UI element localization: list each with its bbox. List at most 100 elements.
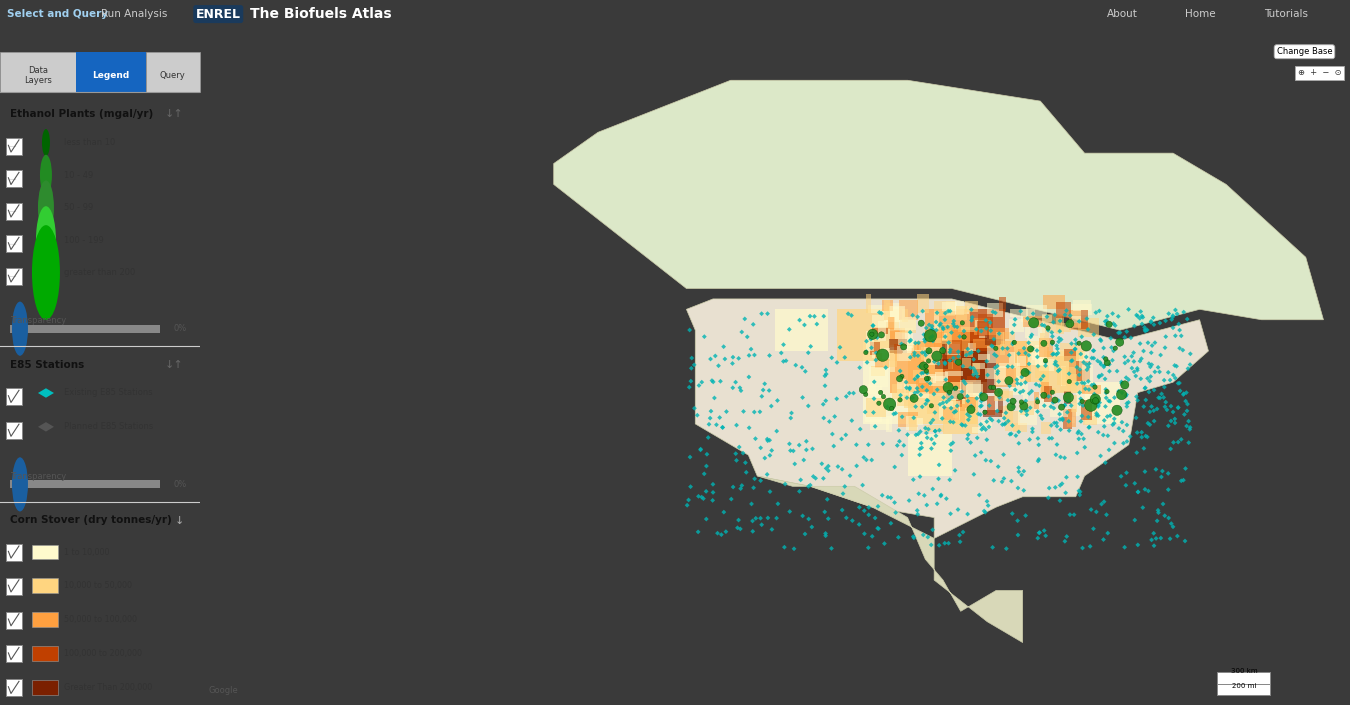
Point xyxy=(879,398,900,410)
Bar xyxy=(946,390,967,398)
Bar xyxy=(918,293,929,313)
Point xyxy=(1102,419,1123,430)
Point xyxy=(1126,412,1147,424)
Point xyxy=(1116,419,1138,431)
Point xyxy=(824,441,845,452)
Point xyxy=(945,382,967,393)
Point xyxy=(964,450,986,461)
Bar xyxy=(32,680,58,695)
Point xyxy=(695,460,717,472)
Point xyxy=(1116,401,1138,412)
Point xyxy=(1066,448,1088,459)
Point xyxy=(702,495,724,506)
Point xyxy=(1177,363,1199,374)
Point xyxy=(891,371,913,382)
Point xyxy=(968,408,990,419)
Point xyxy=(981,341,1003,352)
Point xyxy=(1107,327,1129,338)
Point xyxy=(917,367,938,379)
Bar xyxy=(32,544,58,560)
Point xyxy=(841,515,863,527)
Bar xyxy=(898,396,904,403)
Bar xyxy=(1049,408,1068,417)
Point xyxy=(1119,431,1141,442)
Point xyxy=(1017,313,1038,324)
Point xyxy=(1169,343,1191,354)
Point xyxy=(716,406,737,417)
Point xyxy=(906,505,927,516)
Bar xyxy=(917,417,923,425)
Point xyxy=(1111,387,1133,398)
Point xyxy=(1091,369,1112,381)
Point xyxy=(1126,309,1147,321)
Point xyxy=(821,352,842,363)
Point xyxy=(687,526,709,537)
Point xyxy=(832,464,853,475)
Point xyxy=(1156,331,1177,343)
Point xyxy=(1018,367,1040,378)
Point xyxy=(733,406,755,417)
Bar xyxy=(942,333,946,340)
Point xyxy=(1007,378,1029,389)
Point xyxy=(1174,535,1196,546)
Point xyxy=(1017,409,1038,420)
Bar xyxy=(5,544,22,561)
Point xyxy=(922,484,944,495)
Point xyxy=(937,382,958,393)
Bar xyxy=(999,406,1008,417)
Point xyxy=(756,469,778,480)
Point xyxy=(680,481,702,492)
Point xyxy=(896,392,918,403)
Point xyxy=(1118,374,1139,385)
Point xyxy=(1034,360,1056,372)
Point xyxy=(709,412,730,423)
Bar xyxy=(0,52,76,92)
Point xyxy=(1085,395,1107,406)
Bar xyxy=(1061,323,1072,332)
Point xyxy=(872,438,894,449)
Point xyxy=(1052,413,1073,424)
Point xyxy=(1072,542,1094,553)
Point xyxy=(730,385,752,396)
Point xyxy=(849,424,871,435)
Point xyxy=(1072,396,1094,407)
Point xyxy=(726,419,748,431)
Bar xyxy=(904,384,918,396)
Point xyxy=(873,538,895,549)
Point xyxy=(741,498,763,510)
Point xyxy=(1146,515,1168,527)
Point xyxy=(1048,348,1069,359)
Point xyxy=(1141,317,1162,328)
Point xyxy=(1089,334,1111,345)
Point xyxy=(1157,468,1179,479)
Point xyxy=(721,493,743,505)
Point xyxy=(1022,308,1044,319)
Point xyxy=(1034,355,1056,366)
Point xyxy=(987,360,1008,372)
Point xyxy=(749,513,771,524)
Point xyxy=(1172,345,1193,356)
Point xyxy=(1049,333,1071,344)
Point xyxy=(713,341,734,352)
Point xyxy=(1022,427,1044,438)
Point xyxy=(992,343,1014,354)
Bar xyxy=(1073,300,1091,311)
Bar xyxy=(909,392,929,398)
Point xyxy=(976,496,998,507)
Point xyxy=(1162,521,1184,532)
Point xyxy=(749,406,771,417)
Point xyxy=(909,471,930,482)
Point xyxy=(780,445,802,456)
Bar xyxy=(883,350,898,367)
Bar xyxy=(949,341,961,354)
Point xyxy=(857,542,879,553)
Bar xyxy=(998,393,1003,413)
Point xyxy=(1048,395,1069,406)
Bar xyxy=(1066,374,1077,391)
Bar xyxy=(945,371,963,376)
Point xyxy=(1084,381,1106,393)
Point xyxy=(910,317,932,329)
Point xyxy=(1037,311,1058,322)
Point xyxy=(1083,329,1104,340)
Point xyxy=(1015,376,1037,388)
